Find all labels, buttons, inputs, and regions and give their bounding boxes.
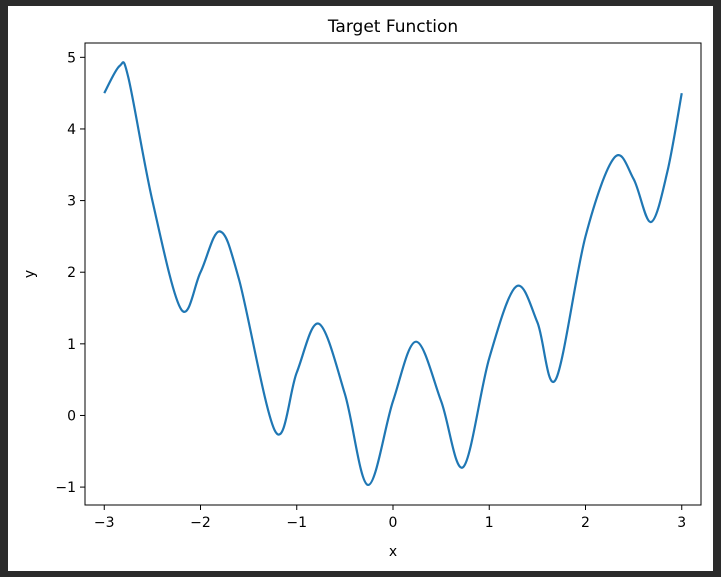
y-tick-label: 5 <box>67 50 76 66</box>
chart-title: Target Function <box>327 17 458 37</box>
x-axis-label: x <box>389 544 397 560</box>
x-tick-label: −1 <box>286 515 307 531</box>
series-line-0 <box>103 61 683 487</box>
x-tick-label: 0 <box>389 515 398 531</box>
x-tick-label: 3 <box>677 515 686 531</box>
x-tick-label: 2 <box>581 515 590 531</box>
y-tick-label: 3 <box>67 194 76 210</box>
y-tick-label: 1 <box>67 337 76 353</box>
x-tick-label: −3 <box>94 515 115 531</box>
plot-line-layer <box>103 61 683 487</box>
chart-svg: Target Function −3 −2 −1 0 1 2 3 −1 0 1 2 3 4 5 x y <box>22 17 702 560</box>
y-tick-label: 2 <box>67 265 76 281</box>
y-tick-label: 4 <box>67 122 76 138</box>
axes-frame <box>84 42 702 506</box>
y-axis-label: y <box>22 270 38 278</box>
x-tick-label: −2 <box>190 515 211 531</box>
y-tick-label: −1 <box>55 480 76 496</box>
x-axis-ticks: −3 −2 −1 0 1 2 3 <box>94 505 686 531</box>
y-tick-label: 0 <box>67 408 76 424</box>
y-axis-ticks: −1 0 1 2 3 4 5 <box>55 50 85 496</box>
x-tick-label: 1 <box>485 515 494 531</box>
figure: Target Function −3 −2 −1 0 1 2 3 −1 0 1 2 3 4 5 x y <box>8 6 713 571</box>
